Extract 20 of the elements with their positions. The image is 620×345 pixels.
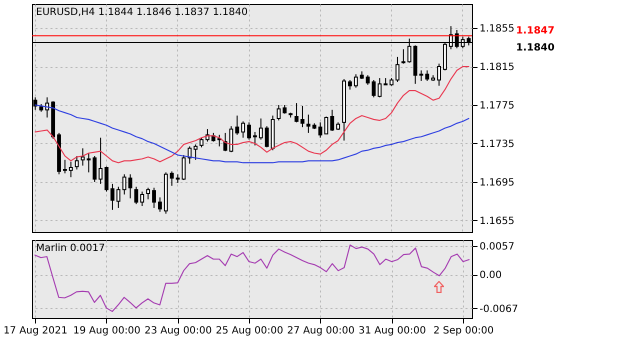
y-tick-label: 1.1775 — [480, 100, 514, 112]
x-tick-label: 2 Sep 00:00 — [433, 326, 494, 336]
y-tick-label: 1.1855 — [480, 24, 514, 35]
ref-line-label: 1.1847 — [516, 26, 555, 37]
x-tick-label: 27 Aug 00:00 — [287, 326, 355, 336]
y-tick-label: 1.1815 — [480, 62, 514, 74]
y-tick-label: 1.1655 — [480, 216, 514, 227]
y-tick-label: -0.0067 — [480, 304, 518, 315]
x-tick-label: 17 Aug 2021 — [3, 326, 68, 336]
ref-line-label: 1.1840 — [516, 42, 555, 54]
x-tick-label: 23 Aug 00:00 — [144, 326, 212, 336]
x-tick-label: 31 Aug 00:00 — [358, 326, 426, 336]
y-tick-label: 1.1695 — [480, 177, 514, 188]
y-tick-label: 0.0057 — [480, 242, 514, 253]
y-tick-label: 0.00 — [480, 270, 502, 282]
x-tick-label: 25 Aug 00:00 — [216, 326, 284, 336]
chart-title: EURUSD,H4 1.1844 1.1846 1.1837 1.1840 — [36, 7, 248, 18]
y-tick-label: 1.1735 — [480, 138, 514, 150]
x-tick-label: 19 Aug 00:00 — [73, 326, 141, 336]
chart-title: Marlin 0.0017 — [36, 243, 105, 254]
